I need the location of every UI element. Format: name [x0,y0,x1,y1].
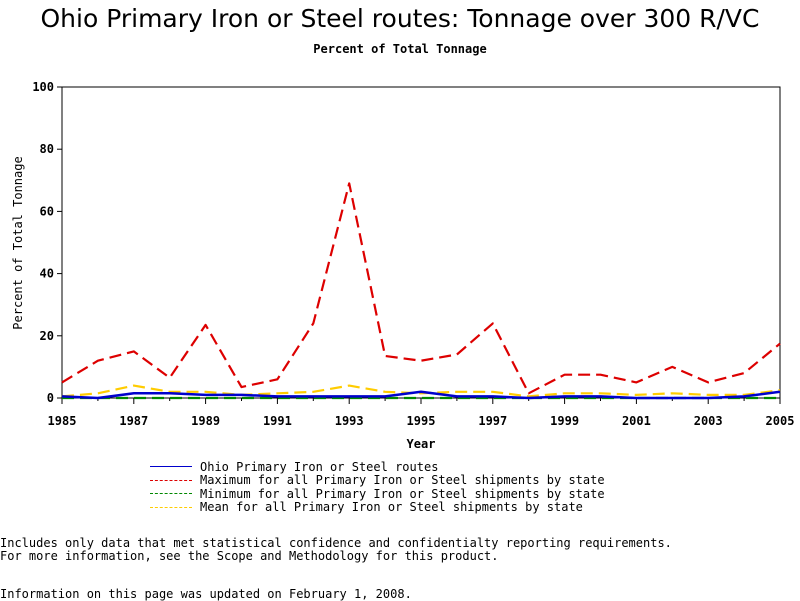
y-axis-label: Percent of Total Tonnage [11,156,25,330]
x-tick-label: 1985 [48,414,77,428]
x-tick-label: 2005 [766,414,795,428]
x-tick-label: 1991 [263,414,292,428]
y-tick-label: 0 [47,391,54,405]
x-tick-label: 1993 [335,414,364,428]
legend-item: Minimum for all Primary Iron or Steel sh… [150,487,605,501]
legend-label: Maximum for all Primary Iron or Steel sh… [200,473,605,488]
series-maximum [61,182,781,395]
legend-label: Mean for all Primary Iron or Steel shipm… [200,500,583,515]
footnote-updated: Information on this page was updated on … [0,587,412,601]
legend-item: Maximum for all Primary Iron or Steel sh… [150,473,605,488]
legend-item: Mean for all Primary Iron or Steel shipm… [150,500,605,515]
x-axis: 1985 1987 1989 1991 1993 1995 1997 1999 2001 2003… [48,398,795,428]
chart-title: Ohio Primary Iron or Steel routes: Tonna… [40,4,760,33]
series-ohio [61,390,781,400]
x-tick-label: 1987 [119,414,148,428]
legend-swatch-mean [150,506,192,508]
series-mean [61,384,781,398]
legend: Ohio Primary Iron or Steel routes Maximu… [150,460,605,514]
legend-swatch-maximum [150,479,192,481]
legend-item: Ohio Primary Iron or Steel routes [150,460,605,474]
x-tick-label: 1997 [478,414,507,428]
chart-subtitle: Percent of Total Tonnage [313,42,487,56]
legend-label: Minimum for all Primary Iron or Steel sh… [200,486,605,501]
x-axis-label: Year [406,437,436,451]
legend-swatch-ohio [150,466,192,468]
legend-label: Ohio Primary Iron or Steel routes [200,459,439,474]
footnote-methodology: For more information, see the Scope and … [0,549,499,563]
y-tick-label: 80 [40,142,54,156]
x-tick-label: 1995 [407,414,436,428]
y-axis: 0 20 40 60 80 100 [32,80,62,405]
y-tick-label: 20 [40,329,54,343]
legend-swatch-minimum [150,493,192,495]
x-tick-label: 1999 [550,414,579,428]
x-tick-label: 2003 [694,414,723,428]
y-tick-label: 60 [40,204,54,218]
y-tick-label: 100 [32,80,54,94]
x-tick-label: 2001 [622,414,651,428]
y-tick-label: 40 [40,267,54,281]
series-layer [61,182,781,400]
x-tick-label: 1989 [191,414,220,428]
footnote-confidence: Includes only data that met statistical … [0,536,672,550]
plot-frame [61,86,781,399]
